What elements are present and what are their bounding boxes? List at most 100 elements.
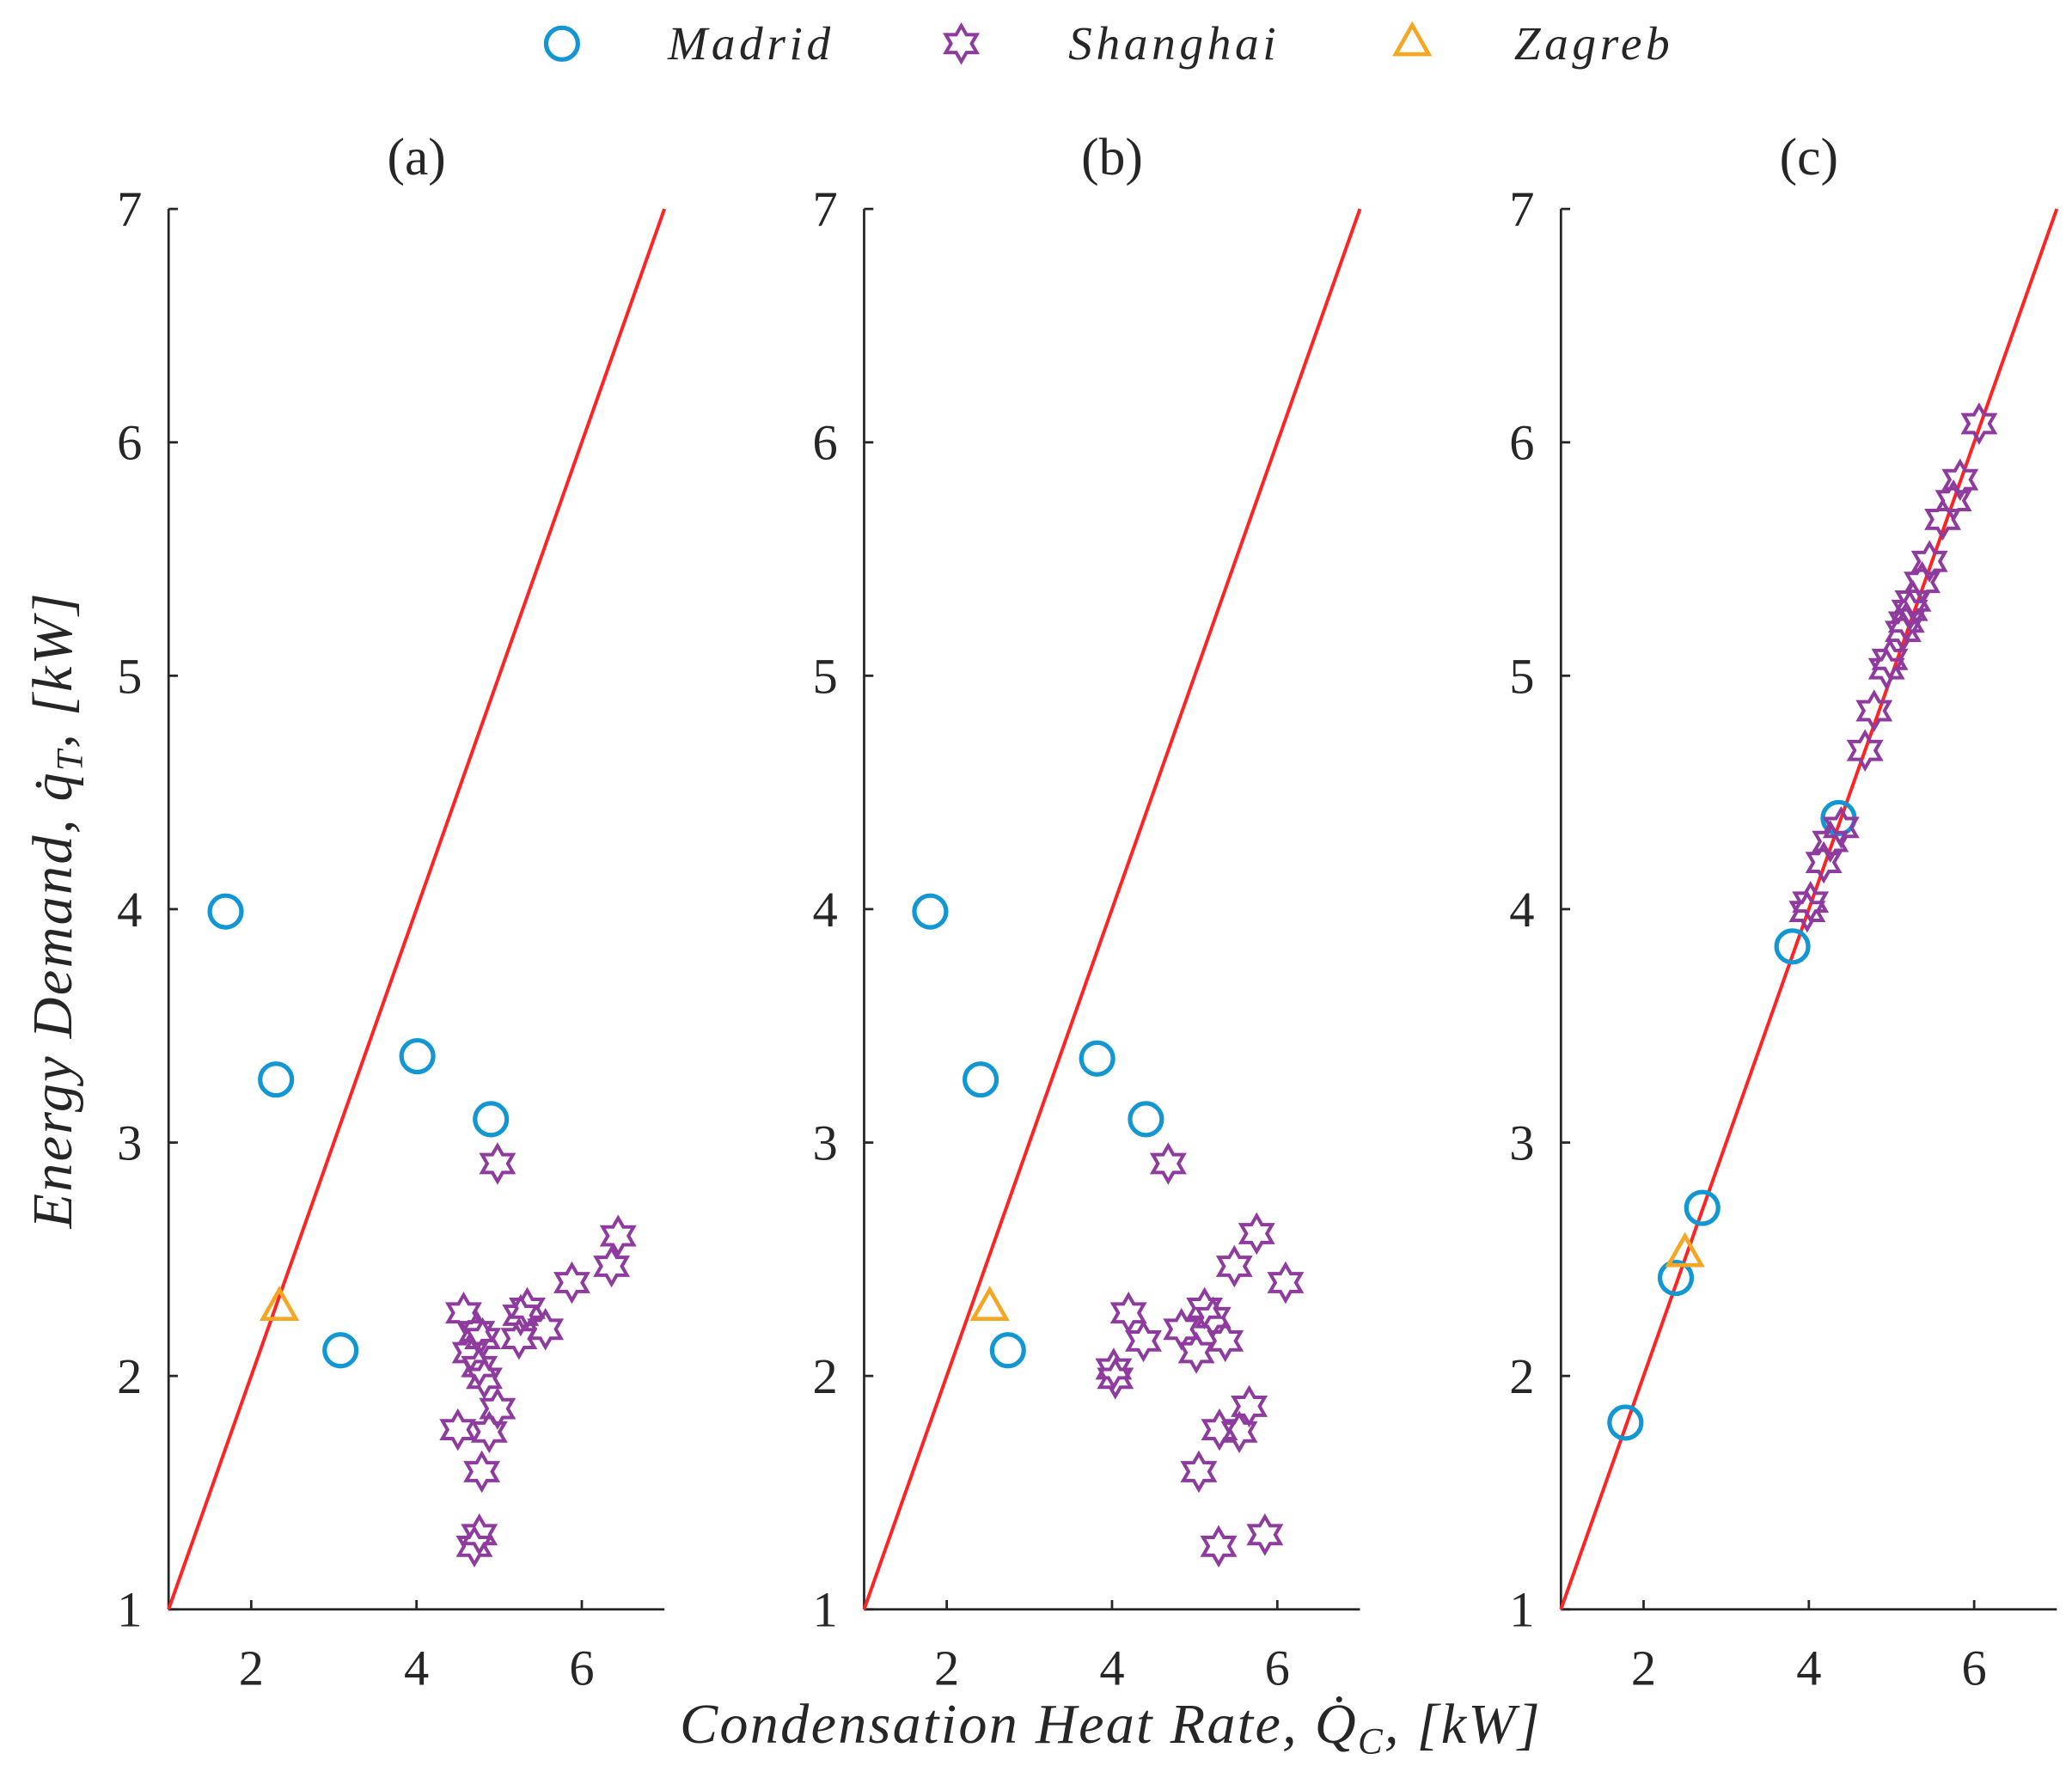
shanghai-data-point bbox=[1846, 729, 1884, 773]
shanghai-data-point bbox=[1891, 589, 1928, 632]
shanghai-data-point bbox=[1267, 1261, 1305, 1305]
x-axis-label-text: Condensation Heat Rate, bbox=[680, 1693, 1315, 1756]
y-axis-label-subscript: T bbox=[50, 748, 90, 771]
y-axis-label-symbol: q̇ bbox=[21, 771, 84, 801]
shanghai-data-point bbox=[1149, 1142, 1187, 1185]
shanghai-data-point bbox=[599, 1214, 637, 1257]
legend-label-shanghai: Shanghai bbox=[1068, 17, 1280, 70]
y-tick-label: 4 bbox=[1509, 882, 1534, 938]
shanghai-data-point bbox=[1894, 579, 1932, 623]
shanghai-data-point bbox=[1180, 1450, 1218, 1494]
x-tick-label: 6 bbox=[1265, 1640, 1290, 1696]
shanghai-data-point bbox=[553, 1261, 590, 1305]
shanghai-data-point bbox=[502, 1293, 540, 1337]
shanghai-data-point bbox=[1788, 889, 1826, 933]
y-tick-label: 6 bbox=[812, 415, 837, 471]
x-tick-label: 4 bbox=[1099, 1640, 1124, 1696]
panel-title: (a) bbox=[388, 128, 446, 186]
madrid-data-point bbox=[322, 1332, 359, 1369]
legend-marker-shanghai bbox=[943, 22, 981, 65]
legend-label-zagreb: Zagreb bbox=[1514, 17, 1674, 70]
panel-c: 1 2 3 4 5 6 7 2 4 6 (c) bbox=[1509, 128, 2059, 1696]
panels: 1 2 3 4 5 6 7 2 4 6 (a) 1 2 3 4 5 6 7 2 4 6 (b) 1 2 3 4 5 6 7 2 4 6 (c) bbox=[117, 128, 2059, 1696]
x-axis-label: Condensation Heat Rate, Q̇C, [kW] bbox=[680, 1693, 1542, 1762]
x-tick-label: 4 bbox=[1796, 1640, 1821, 1696]
shanghai-data-point bbox=[461, 1513, 498, 1556]
shanghai-data-point bbox=[1941, 458, 1979, 501]
panel-a: 1 2 3 4 5 6 7 2 4 6 (a) bbox=[117, 128, 667, 1696]
y-axis-label-text: Energy Demand, bbox=[21, 801, 84, 1229]
shanghai-data-point bbox=[1207, 1319, 1244, 1363]
y-tick-label: 2 bbox=[812, 1348, 837, 1404]
madrid-data-point bbox=[1128, 1101, 1164, 1138]
y-tick-label: 3 bbox=[117, 1115, 142, 1171]
series-madrid bbox=[207, 893, 510, 1369]
y-tick-label: 2 bbox=[117, 1348, 142, 1404]
legend-marker-madrid bbox=[543, 25, 580, 62]
madrid-data-point bbox=[473, 1101, 510, 1138]
y-tick-label: 5 bbox=[812, 648, 837, 704]
zagreb-data-point bbox=[259, 1286, 300, 1321]
shanghai-data-point bbox=[1960, 402, 1998, 445]
y-tick-label: 1 bbox=[117, 1582, 142, 1638]
shanghai-data-point bbox=[1871, 638, 1909, 681]
panel-b: 1 2 3 4 5 6 7 2 4 6 (b) bbox=[812, 128, 1362, 1696]
y-axis-label-unit: , [kW] bbox=[21, 591, 84, 749]
shanghai-data-point bbox=[1125, 1319, 1162, 1363]
x-axis-label-subscript: C bbox=[1358, 1721, 1384, 1762]
x-tick-label: 2 bbox=[934, 1640, 959, 1696]
shanghai-data-point bbox=[1220, 1410, 1258, 1454]
shanghai-data-point bbox=[1200, 1525, 1238, 1568]
shanghai-data-point bbox=[1792, 881, 1830, 924]
shanghai-data-point bbox=[479, 1142, 516, 1185]
x-axis-label-unit: , [kW] bbox=[1384, 1693, 1542, 1756]
hexagram-marker-icon bbox=[943, 22, 981, 65]
shanghai-data-point bbox=[509, 1286, 546, 1330]
madrid-data-point bbox=[1607, 1404, 1644, 1441]
triangle-marker-icon bbox=[1392, 21, 1433, 57]
shanghai-data-point bbox=[1177, 1331, 1215, 1374]
madrid-data-point bbox=[207, 893, 244, 930]
x-tick-label: 2 bbox=[1631, 1640, 1656, 1696]
legend-item-shanghai: Shanghai bbox=[943, 17, 1280, 70]
y-tick-label: 4 bbox=[812, 882, 837, 938]
y-tick-label: 7 bbox=[812, 181, 837, 237]
zagreb-data-point bbox=[969, 1286, 1010, 1321]
x-axis-label-symbol: Q̇ bbox=[1315, 1693, 1358, 1756]
shanghai-data-point bbox=[500, 1317, 538, 1360]
y-axis-label: Energy Demand, q̇T, [kW] bbox=[21, 591, 90, 1230]
madrid-data-point bbox=[399, 1037, 436, 1075]
madrid-data-point bbox=[1774, 928, 1811, 965]
shanghai-data-point bbox=[455, 1525, 493, 1568]
shanghai-data-point bbox=[1805, 840, 1843, 884]
y-tick-label: 1 bbox=[812, 1582, 837, 1638]
x-tick-label: 6 bbox=[569, 1640, 594, 1696]
x-tick-label: 2 bbox=[239, 1640, 264, 1696]
shanghai-data-point bbox=[466, 1357, 503, 1400]
legend-item-madrid: Madrid bbox=[543, 17, 830, 70]
shanghai-data-point bbox=[1812, 820, 1849, 863]
y-tick-label: 7 bbox=[1509, 181, 1534, 237]
x-tick-label: 6 bbox=[1962, 1640, 1987, 1696]
series-shanghai bbox=[439, 1142, 637, 1568]
series-madrid bbox=[912, 893, 1164, 1369]
madrid-data-point bbox=[989, 1332, 1026, 1369]
madrid-data-point bbox=[1684, 1189, 1721, 1226]
y-tick-label: 5 bbox=[117, 648, 142, 704]
shanghai-data-point bbox=[1855, 689, 1893, 732]
legend-item-zagreb: Zagreb bbox=[1392, 17, 1674, 70]
shanghai-data-point bbox=[1095, 1347, 1133, 1390]
y-tick-label: 3 bbox=[812, 1115, 837, 1171]
panel-title: (b) bbox=[1081, 128, 1143, 186]
series-zagreb bbox=[969, 1286, 1010, 1321]
shanghai-data-point bbox=[463, 1450, 501, 1494]
shanghai-data-point bbox=[1887, 601, 1925, 644]
shanghai-data-point bbox=[439, 1408, 477, 1451]
shanghai-data-point bbox=[461, 1345, 498, 1389]
madrid-data-point bbox=[962, 1061, 999, 1098]
x-tick-label: 4 bbox=[404, 1640, 429, 1696]
legend: Madrid Shanghai Zagreb bbox=[543, 17, 1674, 70]
y-tick-label: 2 bbox=[1509, 1348, 1534, 1404]
y-tick-label: 3 bbox=[1509, 1115, 1534, 1171]
